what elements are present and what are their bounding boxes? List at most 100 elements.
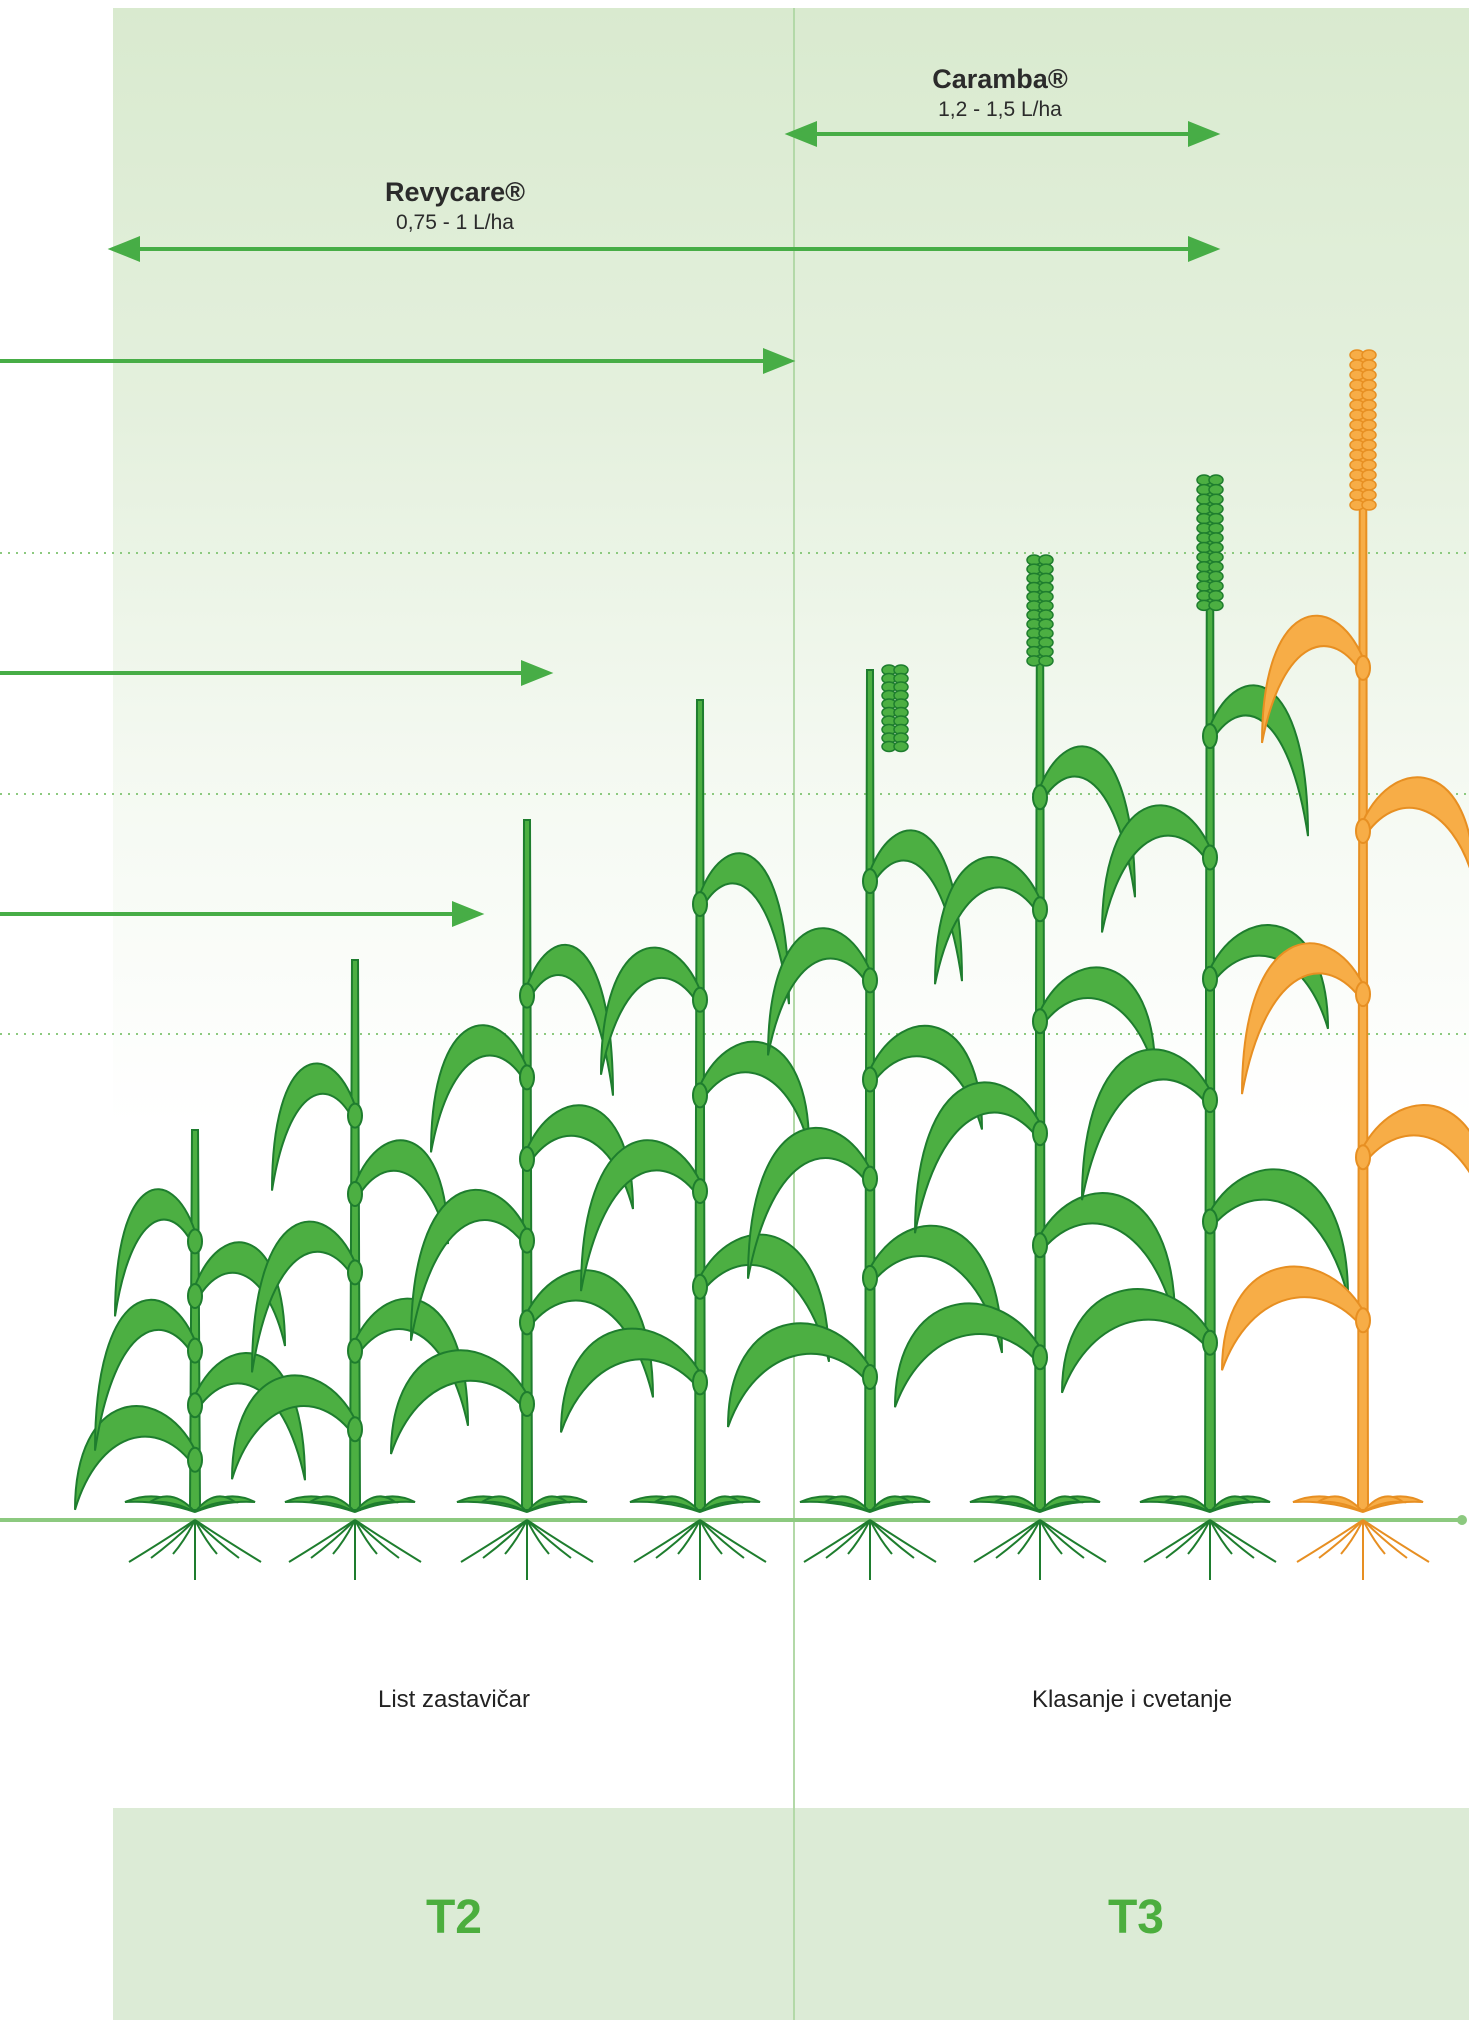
grain <box>1361 489 1377 501</box>
stem-node <box>519 1227 535 1254</box>
stem-node <box>347 1416 363 1443</box>
grain <box>1208 551 1224 563</box>
grain <box>1208 512 1224 525</box>
stem-node <box>1032 1120 1048 1147</box>
stem-node <box>347 1259 363 1286</box>
stage-name-right: Klasanje i cvetanje <box>1031 1686 1233 1713</box>
roots-icon <box>1143 1519 1277 1580</box>
stem-node <box>1355 1307 1371 1334</box>
grain <box>1361 479 1377 491</box>
grain <box>1208 474 1224 486</box>
leaf <box>390 1349 528 1455</box>
stem-node <box>519 1146 535 1172</box>
wheat-plant-icon <box>231 959 469 1580</box>
grain <box>1361 379 1377 391</box>
ground-line-end <box>1457 1515 1467 1525</box>
leaf <box>600 946 701 1075</box>
stem-node <box>1032 1008 1048 1035</box>
leaf <box>1241 942 1364 1095</box>
wheat-plant-icon <box>390 819 654 1580</box>
stem-node <box>347 1337 363 1364</box>
guide-lines <box>0 552 1469 1035</box>
period-label-t3: T3 <box>1107 1891 1164 1944</box>
stem-node <box>187 1228 203 1255</box>
leaf <box>354 1297 469 1427</box>
stem-node <box>1202 965 1218 992</box>
stem-node <box>692 1273 708 1300</box>
leaf <box>1081 1048 1211 1201</box>
base-leaf <box>699 1495 744 1513</box>
stem-node <box>1202 1208 1218 1235</box>
leaf <box>1221 1265 1364 1371</box>
stem-node <box>692 986 708 1013</box>
grain <box>1361 369 1377 381</box>
stage-name-left: List zastavičar <box>377 1686 531 1713</box>
leaf <box>94 1298 196 1451</box>
leaf <box>914 1081 1041 1234</box>
stem-node <box>862 1066 878 1093</box>
stem-node <box>1032 1344 1048 1371</box>
stem-node <box>692 1369 708 1396</box>
leaf <box>1362 776 1469 869</box>
stem-node <box>187 1392 203 1419</box>
stem-node <box>862 967 878 994</box>
stem-node <box>692 1082 708 1109</box>
product-dose: 0,75 - 1 L/ha <box>396 211 514 234</box>
plants-group <box>74 349 1469 1580</box>
stem-node <box>1032 896 1048 923</box>
leaf <box>114 1188 196 1317</box>
grain <box>1361 389 1377 401</box>
grain <box>1208 503 1224 515</box>
leaf <box>526 944 614 1096</box>
leaf <box>1362 1104 1469 1174</box>
leaf <box>894 1302 1041 1408</box>
base-leaf <box>824 1495 871 1513</box>
grain <box>1361 419 1377 431</box>
roots-icon <box>973 1519 1107 1580</box>
roots-icon <box>633 1519 767 1580</box>
stem-node <box>347 1102 363 1129</box>
grain <box>1361 349 1377 361</box>
leaf <box>934 856 1041 985</box>
base-leaf <box>994 1495 1041 1513</box>
leaf <box>869 1024 983 1130</box>
leaf <box>74 1405 196 1511</box>
product-dose: 1,2 - 1,5 L/ha <box>938 98 1062 121</box>
base-leaf <box>1209 1495 1254 1513</box>
stem-node <box>862 1165 878 1192</box>
base-leaf <box>309 1495 356 1513</box>
wheat-plant-icon <box>74 1129 306 1580</box>
base-leaf <box>869 1495 914 1513</box>
leaf <box>231 1374 356 1480</box>
product-name: Revycare® <box>385 177 525 207</box>
wheat-plant-icon <box>560 699 830 1580</box>
leaf <box>1101 804 1211 933</box>
panel-background <box>113 8 1469 1808</box>
grain <box>1208 561 1224 573</box>
leaf <box>271 1062 356 1191</box>
stem-node <box>1202 1087 1218 1114</box>
wheat-plant-icon <box>894 554 1176 1580</box>
stem-node <box>692 1178 708 1205</box>
leaf <box>727 1322 871 1428</box>
leaf <box>869 829 963 982</box>
arrows <box>0 121 1221 927</box>
stem-node <box>1032 784 1048 811</box>
base-leaf <box>654 1495 701 1513</box>
leaf <box>699 1233 830 1362</box>
stem-node <box>1355 1144 1371 1171</box>
grain <box>1361 459 1377 471</box>
stem-node <box>862 868 878 895</box>
grain <box>1208 532 1224 544</box>
stem-node <box>1202 844 1218 871</box>
grain <box>1361 469 1377 481</box>
stem-node <box>187 1283 203 1309</box>
grain <box>1361 499 1377 511</box>
leaf <box>354 1139 449 1245</box>
grain <box>893 740 909 753</box>
grain <box>1208 570 1224 583</box>
stem-node <box>519 1064 535 1091</box>
base-leaf <box>1362 1495 1407 1513</box>
